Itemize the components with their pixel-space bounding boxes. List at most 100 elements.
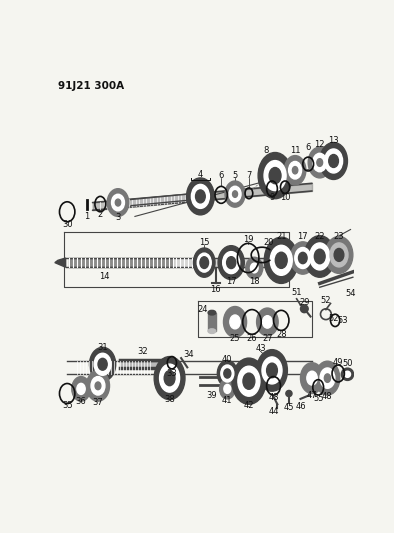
Ellipse shape (223, 306, 247, 337)
Ellipse shape (264, 237, 298, 284)
Ellipse shape (304, 236, 335, 277)
Text: 6: 6 (305, 143, 311, 151)
Ellipse shape (164, 370, 175, 386)
Ellipse shape (208, 329, 216, 334)
Text: 32: 32 (138, 348, 148, 357)
Ellipse shape (200, 257, 208, 269)
Ellipse shape (246, 257, 263, 279)
Ellipse shape (320, 142, 348, 180)
Text: 13: 13 (328, 136, 339, 146)
Ellipse shape (224, 369, 231, 378)
Text: 38: 38 (164, 395, 175, 404)
Circle shape (341, 368, 354, 381)
Ellipse shape (313, 154, 327, 172)
Text: 11: 11 (290, 146, 300, 155)
Text: 37: 37 (93, 398, 103, 407)
Ellipse shape (86, 370, 110, 401)
Ellipse shape (314, 249, 325, 264)
Text: 26: 26 (247, 334, 257, 343)
Text: 43: 43 (268, 393, 279, 402)
Ellipse shape (115, 199, 121, 206)
Ellipse shape (107, 189, 129, 216)
Text: 24: 24 (197, 305, 208, 314)
Ellipse shape (238, 366, 260, 396)
Ellipse shape (270, 245, 292, 276)
Text: 36: 36 (76, 397, 86, 406)
Ellipse shape (225, 181, 245, 207)
Text: 43: 43 (255, 344, 266, 353)
Ellipse shape (299, 252, 307, 264)
Text: 35: 35 (62, 401, 72, 410)
Text: 53: 53 (338, 316, 348, 325)
Ellipse shape (307, 371, 317, 385)
Ellipse shape (232, 358, 266, 405)
Text: 39: 39 (206, 391, 217, 400)
Ellipse shape (112, 194, 125, 211)
Ellipse shape (301, 363, 323, 393)
Ellipse shape (258, 152, 292, 199)
Text: 42: 42 (243, 401, 254, 410)
Ellipse shape (193, 248, 215, 277)
Text: 5: 5 (232, 171, 238, 180)
Text: 12: 12 (314, 140, 325, 149)
Text: 14: 14 (99, 272, 110, 281)
Ellipse shape (264, 160, 286, 191)
Ellipse shape (224, 384, 231, 393)
Ellipse shape (95, 382, 101, 390)
Text: 25: 25 (230, 334, 240, 343)
Text: 6: 6 (219, 171, 224, 180)
Ellipse shape (315, 361, 340, 395)
Ellipse shape (195, 190, 205, 203)
Text: 29: 29 (299, 298, 310, 307)
Ellipse shape (267, 363, 277, 378)
Circle shape (344, 371, 351, 377)
Ellipse shape (77, 383, 85, 394)
Text: 52: 52 (328, 313, 339, 322)
Ellipse shape (329, 155, 338, 167)
Text: 15: 15 (199, 238, 210, 247)
Ellipse shape (284, 156, 306, 185)
Ellipse shape (217, 360, 237, 386)
Text: 41: 41 (222, 396, 232, 405)
Text: 40: 40 (222, 355, 232, 364)
Text: 49: 49 (333, 358, 344, 367)
Ellipse shape (275, 252, 287, 269)
Ellipse shape (98, 358, 107, 370)
Text: 46: 46 (295, 402, 306, 411)
Ellipse shape (256, 350, 287, 391)
Circle shape (301, 305, 308, 313)
Ellipse shape (191, 184, 209, 208)
Text: 31: 31 (97, 343, 108, 352)
Text: 17: 17 (297, 232, 308, 241)
Ellipse shape (269, 167, 281, 184)
Text: 54: 54 (345, 289, 356, 298)
Ellipse shape (89, 348, 116, 381)
Text: 10: 10 (280, 193, 290, 203)
Text: 20: 20 (263, 238, 273, 247)
Ellipse shape (160, 364, 180, 392)
Ellipse shape (72, 377, 90, 401)
Text: 7: 7 (246, 171, 252, 180)
Ellipse shape (230, 315, 240, 329)
Text: 28: 28 (276, 330, 286, 339)
Polygon shape (55, 258, 66, 267)
Ellipse shape (232, 191, 238, 197)
Ellipse shape (308, 147, 331, 178)
Ellipse shape (334, 248, 344, 261)
Text: 47: 47 (307, 391, 317, 400)
Ellipse shape (262, 316, 272, 328)
Ellipse shape (325, 237, 353, 273)
Text: 22: 22 (314, 232, 325, 241)
Circle shape (286, 391, 292, 397)
Text: 9: 9 (269, 193, 275, 203)
Text: 34: 34 (184, 350, 194, 359)
Ellipse shape (91, 377, 105, 395)
Text: 3: 3 (115, 213, 121, 222)
Ellipse shape (208, 310, 216, 315)
Text: 1: 1 (85, 212, 90, 221)
Text: 27: 27 (262, 334, 273, 343)
Ellipse shape (310, 243, 330, 270)
Text: 91J21 300A: 91J21 300A (58, 81, 124, 91)
Text: 48: 48 (322, 392, 333, 401)
Ellipse shape (289, 161, 301, 179)
